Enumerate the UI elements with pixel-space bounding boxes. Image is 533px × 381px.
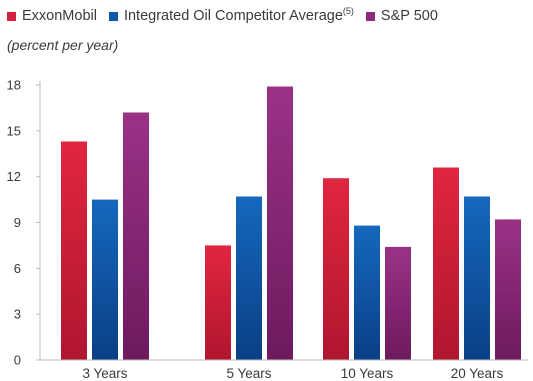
- bar-exxonmobil-3-years: [61, 141, 87, 360]
- x-category-label: 3 Years: [82, 366, 127, 381]
- bars: [61, 86, 521, 360]
- y-tick-label: 9: [14, 215, 21, 230]
- legend-footnote-ref: (5): [342, 6, 354, 16]
- y-tick-label: 3: [14, 307, 21, 322]
- x-category-label: 20 Years: [451, 366, 504, 381]
- y-tick-label: 18: [7, 78, 21, 93]
- legend-swatch-sp500: [365, 11, 375, 21]
- y-tick-label: 15: [7, 123, 21, 138]
- legend-label-exxonmobil: ExxonMobil: [22, 8, 97, 24]
- bar-s-p-500-5-years: [267, 86, 293, 360]
- bar-exxonmobil-10-years: [323, 178, 349, 360]
- legend: ExxonMobil Integrated Oil Competitor Ave…: [7, 6, 450, 24]
- bar-integrated-oil-competitor-average-5-years: [236, 196, 262, 360]
- legend-item-competitor-average: Integrated Oil Competitor Average (5): [108, 6, 354, 24]
- y-tick-label: 0: [14, 353, 21, 368]
- legend-item-sp500: S&P 500: [365, 8, 438, 24]
- x-category-label: 5 Years: [226, 366, 271, 381]
- y-axis: 0 3 6 9 12 15 18: [7, 78, 41, 368]
- bar-s-p-500-20-years: [495, 219, 521, 360]
- y-tick-label: 6: [14, 261, 21, 276]
- legend-swatch-exxonmobil: [7, 11, 16, 21]
- unit-note: (percent per year): [7, 37, 119, 53]
- legend-label-sp500: S&P 500: [380, 8, 438, 24]
- bar-integrated-oil-competitor-average-20-years: [464, 196, 490, 360]
- x-axis: 3 Years 5 Years 10 Years 20 Years: [40, 359, 528, 381]
- bar-integrated-oil-competitor-average-3-years: [92, 199, 118, 360]
- bar-s-p-500-10-years: [385, 246, 411, 360]
- legend-item-exxonmobil: ExxonMobil: [7, 8, 97, 24]
- bar-s-p-500-3-years: [123, 112, 149, 360]
- bar-integrated-oil-competitor-average-10-years: [354, 225, 380, 360]
- bar-exxonmobil-5-years: [205, 245, 231, 360]
- legend-label-competitor-average: Integrated Oil Competitor Average: [123, 8, 343, 24]
- y-tick-label: 12: [7, 169, 21, 184]
- x-category-label: 10 Years: [341, 366, 394, 381]
- bar-exxonmobil-20-years: [433, 167, 459, 360]
- legend-swatch-competitor-average: [108, 11, 118, 21]
